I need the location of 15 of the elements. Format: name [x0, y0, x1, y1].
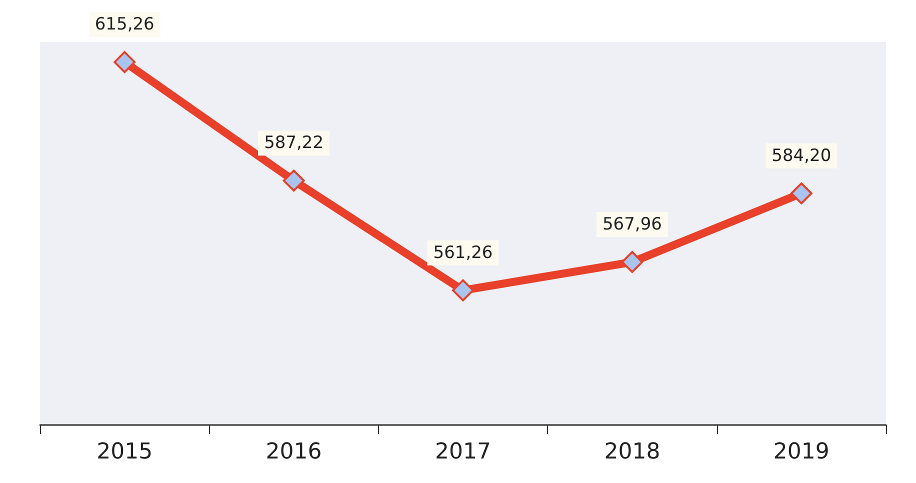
data-label: 561,26	[433, 242, 493, 263]
x-tick-label: 2017	[435, 440, 491, 464]
data-label: 567,96	[602, 214, 662, 235]
x-tick-label: 2015	[96, 440, 153, 464]
x-tick-label: 2018	[604, 440, 660, 464]
x-tick-label: 2019	[773, 440, 830, 464]
point	[621, 251, 644, 274]
point	[282, 170, 305, 192]
data-label: 584,20	[772, 146, 832, 166]
data-label: 615,26	[94, 14, 154, 35]
point	[452, 279, 474, 302]
point	[790, 182, 812, 204]
data-label: 587,22	[264, 133, 324, 154]
x-tick-label: 2016	[266, 440, 322, 464]
point	[114, 51, 136, 74]
